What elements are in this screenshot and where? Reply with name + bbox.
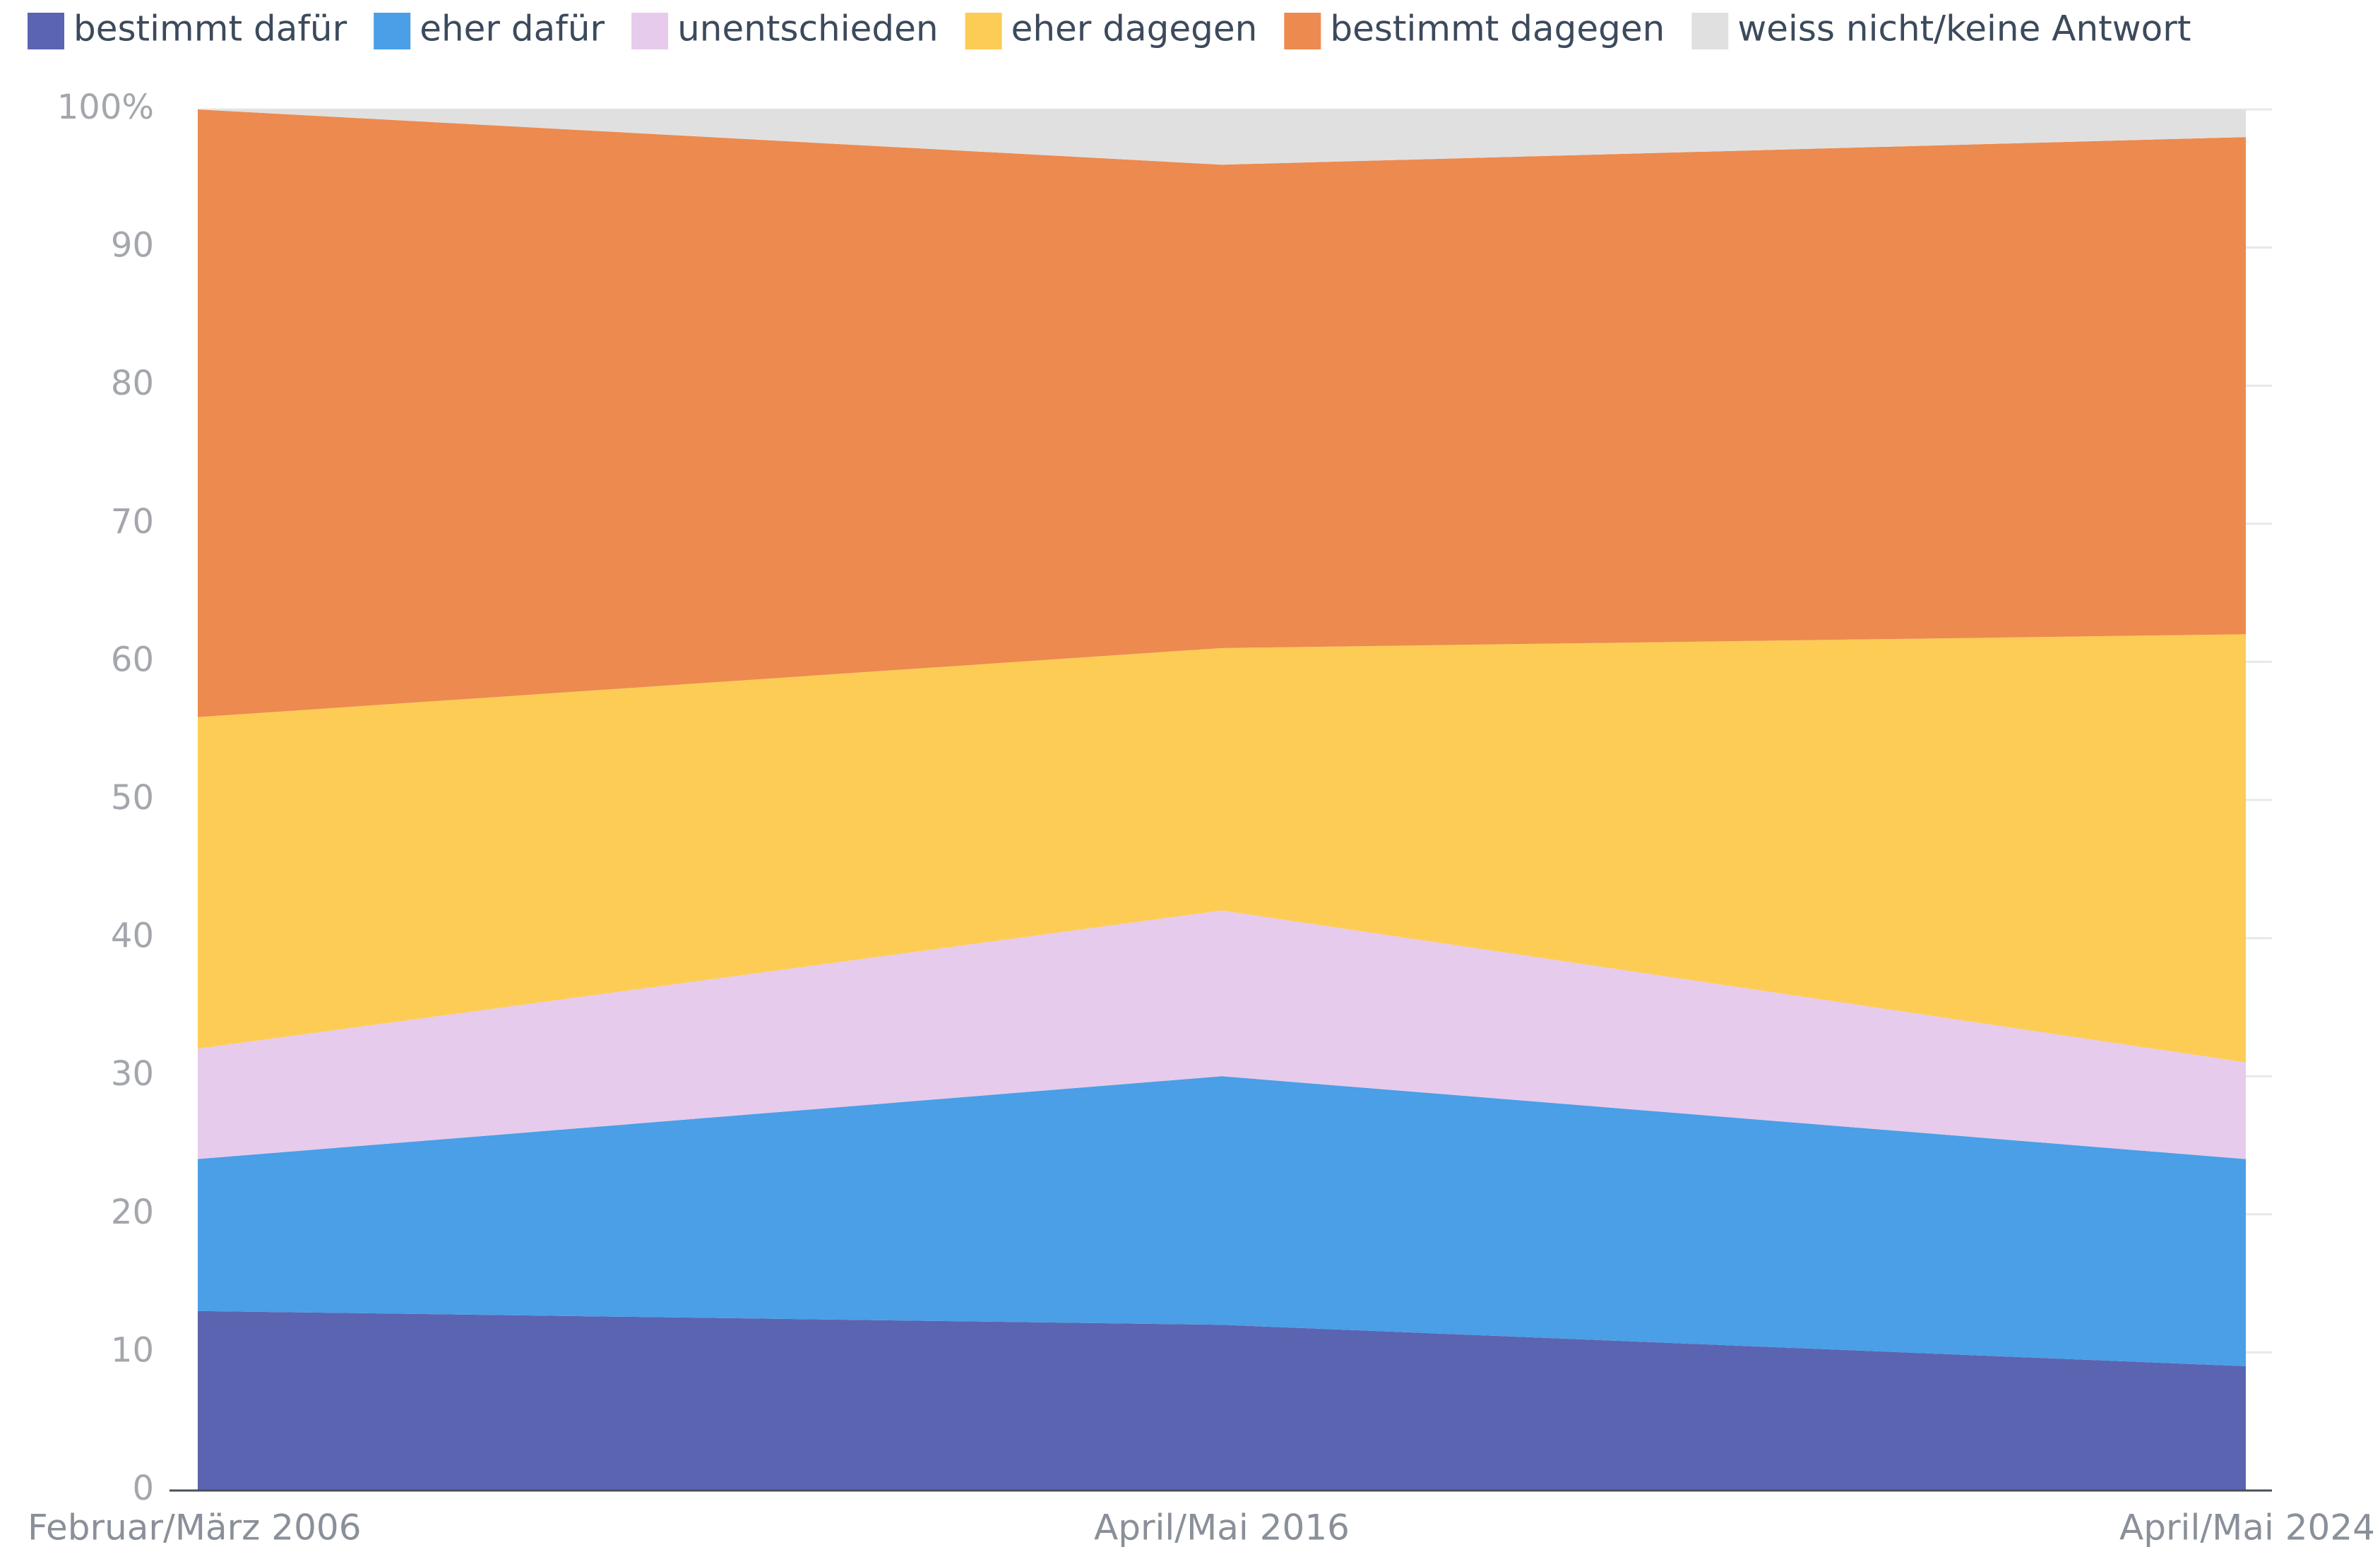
x-tick-label: April/Mai 2024 — [2119, 1507, 2375, 1547]
y-tick-label: 100% — [57, 88, 154, 127]
legend-swatch — [374, 13, 411, 49]
y-tick-label: 60 — [111, 640, 154, 679]
area — [198, 1310, 2246, 1491]
y-tick-label: 30 — [111, 1054, 154, 1094]
legend-swatch — [1691, 13, 1729, 49]
legend-label: eher dafür — [420, 8, 605, 49]
y-tick-label: 10 — [111, 1330, 154, 1370]
areas — [198, 109, 2246, 1491]
area — [198, 1076, 2246, 1366]
area — [198, 109, 2246, 165]
x-tick-label: April/Mai 2016 — [1094, 1507, 1350, 1547]
legend-label: bestimmt dagegen — [1330, 8, 1665, 49]
legend-swatch — [28, 13, 64, 49]
y-tick-label: 40 — [111, 916, 154, 956]
legend-swatch — [1284, 13, 1321, 49]
axes: 0 10 20 30 40 50 60 70 80 90 100% Februar/März 2006… — [28, 88, 2375, 1547]
area — [198, 634, 2246, 1063]
y-tick-label: 90 — [111, 226, 154, 265]
y-tick-label: 20 — [111, 1193, 154, 1232]
area — [198, 109, 2246, 717]
legend: bestimmt dafür eher dafür unentschieden ehe… — [28, 8, 2191, 49]
legend-label: bestimmt dafür — [73, 8, 347, 49]
legend-swatch — [965, 13, 1002, 49]
legend-label: weiss nicht/keine Antwort — [1737, 8, 2191, 49]
y-tick-label: 80 — [111, 364, 154, 403]
y-tick-label: 70 — [111, 502, 154, 542]
area — [198, 910, 2246, 1159]
legend-label: unentschieden — [677, 8, 939, 49]
x-tick-label: Februar/März 2006 — [28, 1507, 362, 1547]
legend-swatch — [631, 13, 669, 49]
y-tick-label: 0 — [132, 1469, 154, 1508]
y-tick-label: 50 — [111, 778, 154, 818]
legend-label: eher dagegen — [1011, 8, 1258, 49]
